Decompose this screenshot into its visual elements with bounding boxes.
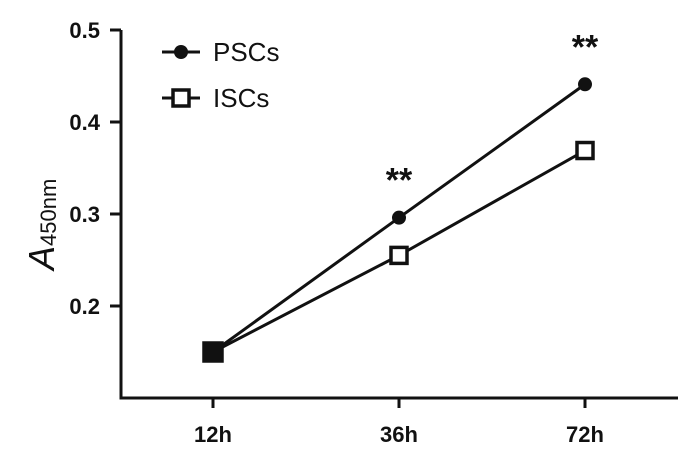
legend-label-psc: PSCs bbox=[213, 37, 279, 67]
legend-item-psc: PSCs bbox=[162, 37, 279, 67]
y-ticks: 0.2 0.3 0.4 0.5 bbox=[69, 18, 121, 319]
y-axis-label: A450nm bbox=[21, 179, 62, 272]
legend-marker-isc bbox=[171, 88, 191, 108]
y-axis-label-sub: 450nm bbox=[36, 179, 61, 246]
data-point-pscs bbox=[204, 343, 222, 361]
x-tick-label: 72h bbox=[566, 422, 604, 447]
legend-marker-psc bbox=[174, 45, 188, 59]
legend: PSCs ISCs bbox=[162, 37, 279, 113]
data-point-pscs bbox=[392, 210, 406, 225]
series-group bbox=[202, 77, 595, 363]
y-axis-label-main: A bbox=[21, 246, 62, 272]
legend-item-isc: ISCs bbox=[162, 83, 269, 113]
x-tick-label: 36h bbox=[380, 422, 418, 447]
y-tick-label: 0.3 bbox=[69, 202, 100, 227]
y-tick-label: 0.2 bbox=[69, 294, 100, 319]
data-point-iscs bbox=[389, 245, 409, 266]
legend-label-isc: ISCs bbox=[213, 83, 269, 113]
y-tick-label: 0.5 bbox=[69, 18, 100, 43]
significance-annotation: ** bbox=[572, 28, 599, 66]
y-tick-label: 0.4 bbox=[69, 110, 100, 135]
significance-annotation: ** bbox=[386, 162, 413, 200]
data-point-iscs bbox=[575, 140, 595, 161]
x-ticks: 12h 36h 72h bbox=[194, 398, 604, 447]
annotations: ** ** bbox=[386, 28, 599, 199]
x-tick-label: 12h bbox=[194, 422, 232, 447]
data-point-pscs bbox=[578, 77, 592, 92]
